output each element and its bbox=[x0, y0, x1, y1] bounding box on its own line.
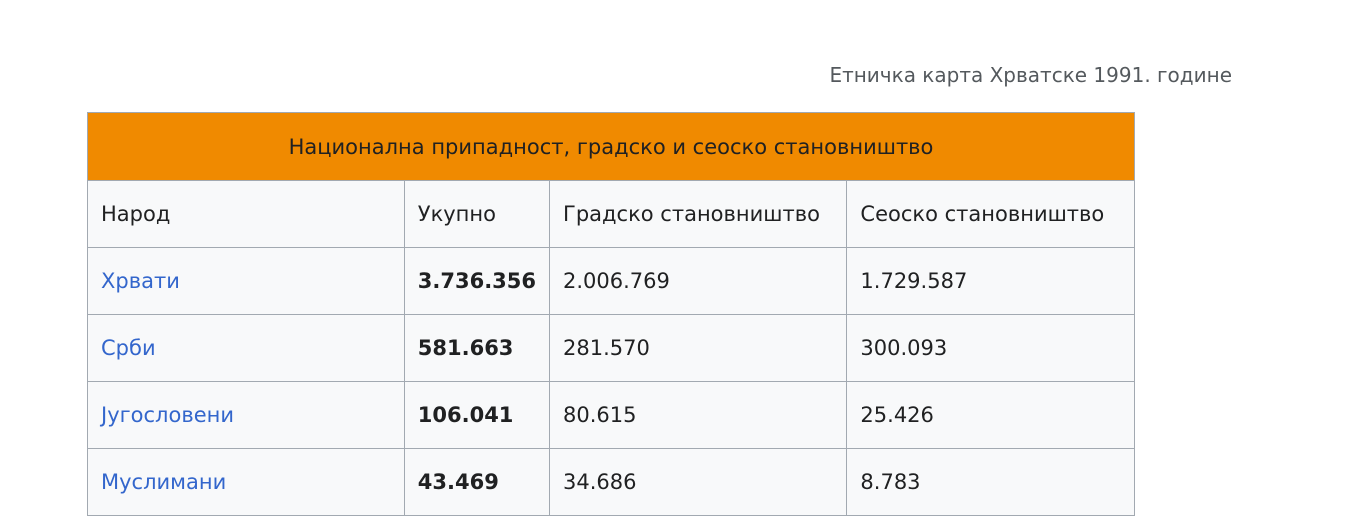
table-row: Срби 581.663 281.570 300.093 bbox=[87, 314, 1135, 382]
table-row: Југословени 106.041 80.615 25.426 bbox=[87, 381, 1135, 449]
header-people: Народ bbox=[87, 180, 405, 248]
population-table: Национална припадност, градско и сеоско … bbox=[87, 112, 1135, 516]
rural-cell: 300.093 bbox=[846, 314, 1135, 382]
table-row: Муслимани 43.469 34.686 8.783 bbox=[87, 448, 1135, 516]
map-caption: Етничка карта Хрватске 1991. године bbox=[829, 63, 1232, 87]
people-link[interactable]: Хрвати bbox=[101, 269, 180, 293]
total-cell: 43.469 bbox=[403, 448, 551, 516]
rural-cell: 8.783 bbox=[846, 448, 1135, 516]
urban-cell: 80.615 bbox=[549, 381, 848, 449]
people-link[interactable]: Југословени bbox=[101, 403, 234, 427]
table-row: Хрвати 3.736.356 2.006.769 1.729.587 bbox=[87, 247, 1135, 315]
header-row: Народ Укупно Градско становништво Сеоско… bbox=[87, 180, 1135, 248]
total-cell: 106.041 bbox=[403, 381, 551, 449]
urban-cell: 2.006.769 bbox=[549, 247, 848, 315]
total-cell: 581.663 bbox=[403, 314, 551, 382]
people-link[interactable]: Муслимани bbox=[101, 470, 227, 494]
header-rural: Сеоско становништво bbox=[846, 180, 1135, 248]
rural-cell: 1.729.587 bbox=[846, 247, 1135, 315]
rural-cell: 25.426 bbox=[846, 381, 1135, 449]
people-link[interactable]: Срби bbox=[101, 336, 156, 360]
header-total: Укупно bbox=[403, 180, 551, 248]
urban-cell: 34.686 bbox=[549, 448, 848, 516]
total-cell: 3.736.356 bbox=[403, 247, 551, 315]
header-urban: Градско становништво bbox=[549, 180, 848, 248]
urban-cell: 281.570 bbox=[549, 314, 848, 382]
table-title: Национална припадност, градско и сеоско … bbox=[87, 112, 1135, 181]
